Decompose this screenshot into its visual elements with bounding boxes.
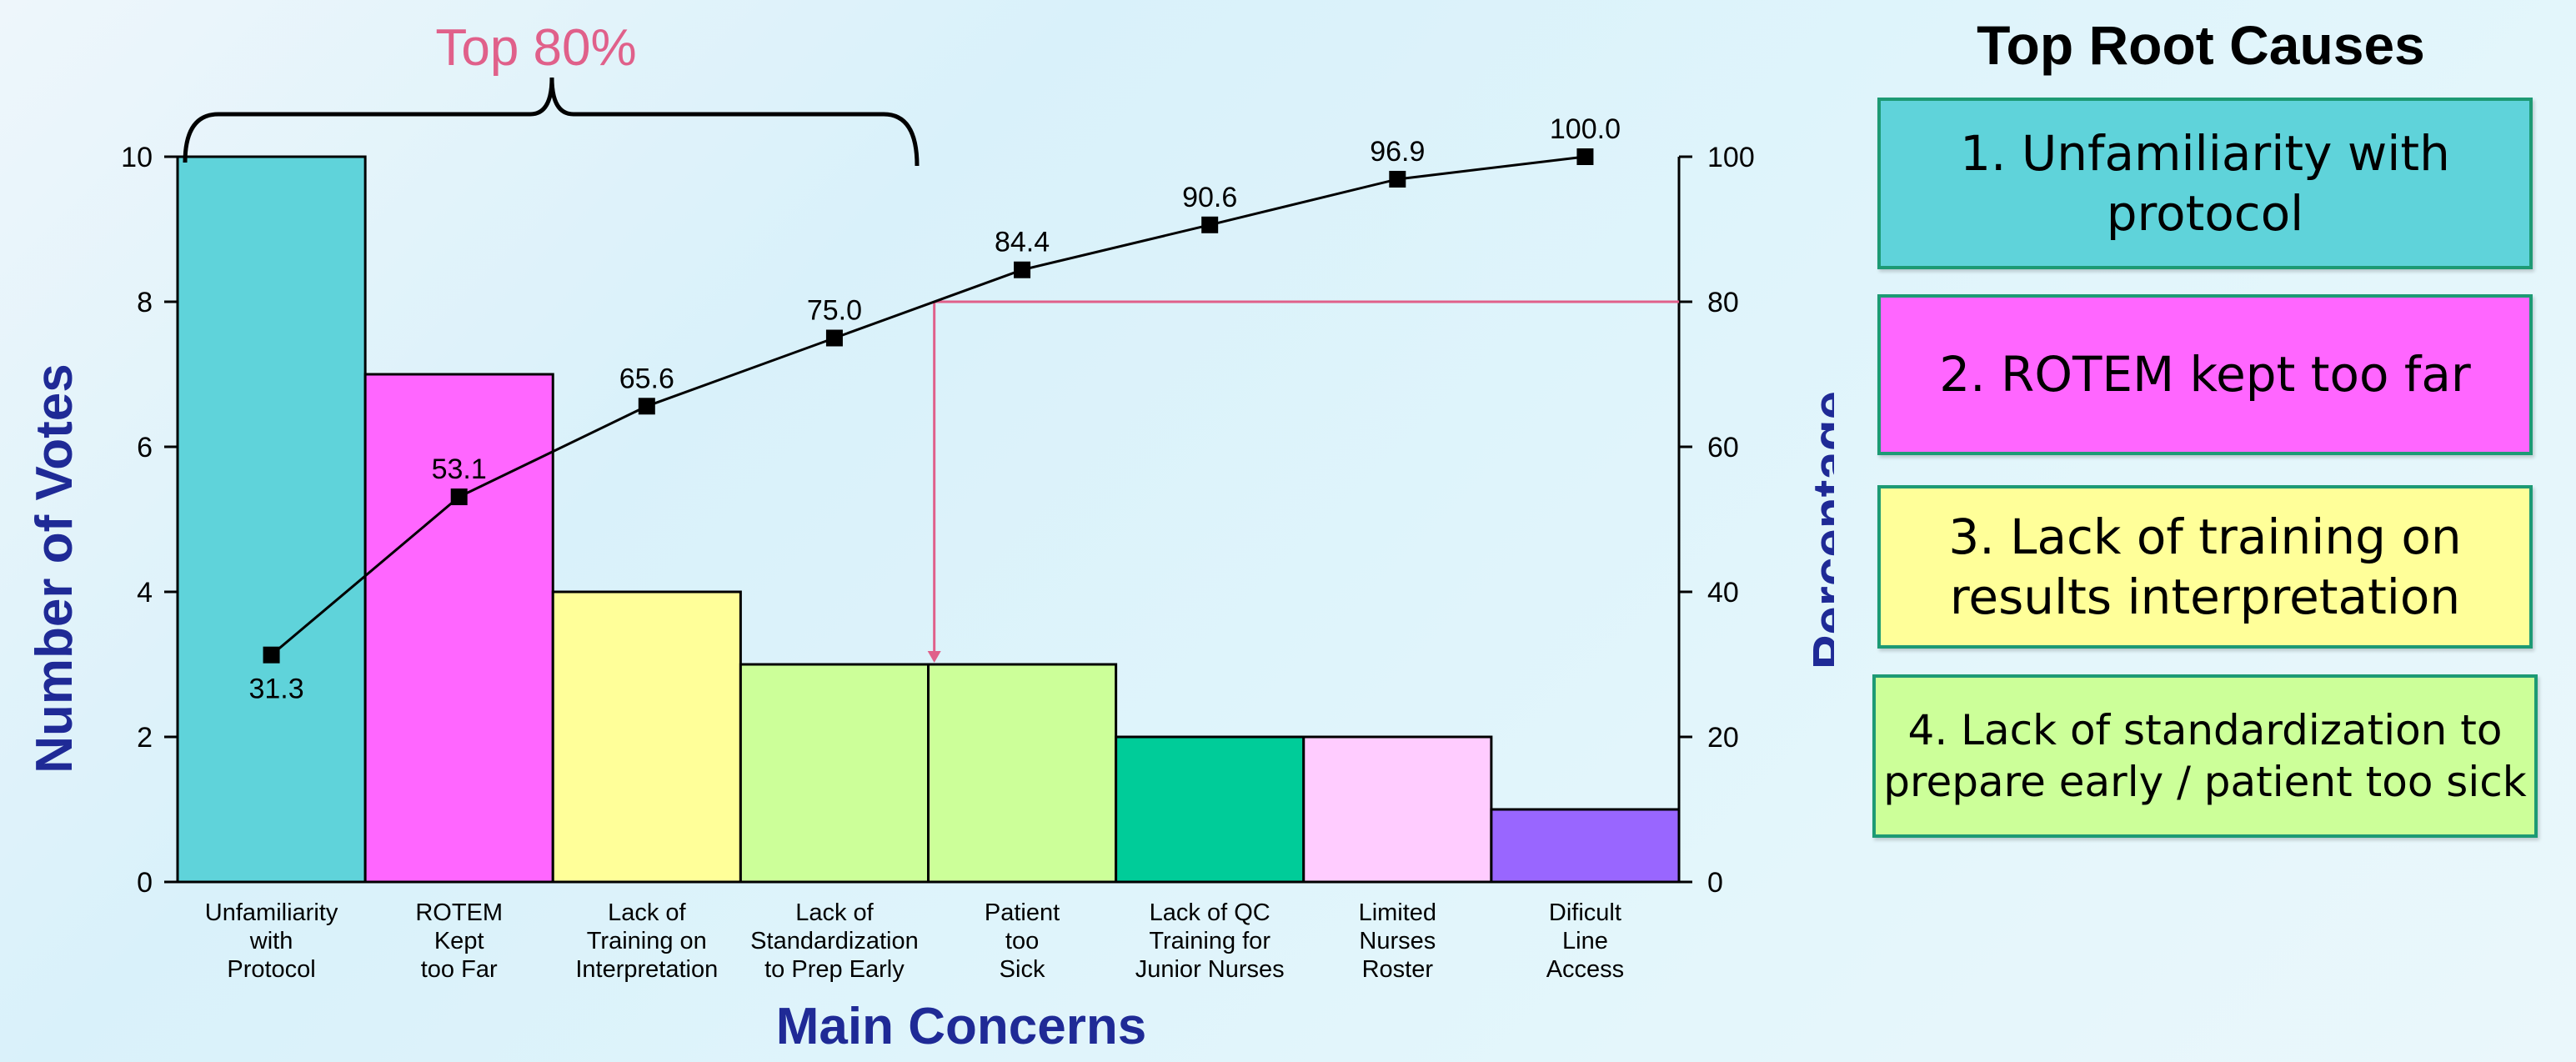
y2-tick-label: 80 [1707,287,1739,318]
x-tick-label: ROTEM Kept too Far [415,899,503,983]
bars [176,155,1681,884]
y-tick-label: 8 [137,287,153,318]
cumulative-point-4 [825,329,843,347]
root-causes-title: Top Root Causes [1977,14,2425,76]
y2-axis-title: Percentage [1803,391,1834,669]
bar-4 [739,663,930,884]
threshold-80-guide [927,300,1679,663]
cumulative-point-7 [1389,170,1406,188]
y2-tick-label: 40 [1707,577,1739,609]
cumulative-label-4: 75.0 [807,295,862,327]
top-80-brace-path [183,77,920,167]
x-tick-label: Dificult Line Access [1546,899,1624,983]
cumulative-point-3 [638,398,655,415]
bar-8 [1490,808,1681,884]
bar-1 [176,155,367,884]
cumulative-line [270,155,1586,656]
y-tick-label: 6 [137,432,153,463]
top-80-brace [183,77,920,167]
cumulative-label-6: 90.6 [1182,182,1237,213]
bar-7 [1302,735,1493,884]
cumulative-point-2 [450,488,468,506]
top-80-annotation: Top 80% [435,19,636,77]
axes [164,155,1692,884]
cumulative-label-8: 100.0 [1550,113,1621,145]
cumulative-point-6 [1201,216,1219,233]
cumulative-label-3: 65.6 [619,363,674,394]
cumulative-point-5 [1014,261,1031,278]
bar-5 [927,663,1118,884]
y2-tick-label: 0 [1707,867,1723,899]
x-tick-label: Unfamiliarity with Protocol [205,899,338,983]
y-tick-label: 10 [121,142,153,173]
root-cause-4: 4. Lack of standardization to prepare ea… [1872,674,2538,838]
bar-3 [551,590,742,884]
y-tick-label: 0 [137,867,153,899]
cumulative-label-1: 31.3 [248,674,303,705]
root-cause-3: 3. Lack of training on results interpret… [1877,485,2533,649]
y-axis-title: Number of Votes [26,363,83,773]
x-tick-label: Lack of Standardization to Prep Early [750,899,919,983]
x-axis-title: Main Concerns [776,998,1146,1055]
cumulative-label-7: 96.9 [1370,136,1425,168]
y2-tick-label: 100 [1707,142,1755,173]
cumulative-point-1 [263,646,280,664]
y-tick-label: 2 [137,722,153,754]
threshold-arrowhead [927,651,941,663]
cumulative-label-5: 84.4 [995,227,1050,258]
x-tick-label: Limited Nurses Roster [1359,899,1437,983]
y-tick-label: 4 [137,577,153,609]
y2-tick-label: 20 [1707,722,1739,754]
root-cause-1: 1. Unfamiliarity with protocol [1877,98,2533,269]
cumulative-label-2: 53.1 [432,453,487,485]
root-cause-2: 2. ROTEM kept too far [1877,294,2533,455]
bar-6 [1115,735,1306,884]
y2-tick-label: 60 [1707,432,1739,463]
bar-2 [363,373,554,884]
cumulative-point-8 [1576,148,1594,165]
x-tick-label: Lack of Training on Interpretation [575,899,718,983]
x-tick-label: Lack of QC Training for Junior Nurses [1135,899,1285,983]
chart-text: Main Concerns Number of Votes Percentage… [26,19,1834,1055]
pareto-chart: Main Concerns Number of Votes Percentage… [26,19,1834,1055]
x-tick-label: Patient too Sick [985,899,1060,983]
cumulative-percent-line [263,148,1594,664]
